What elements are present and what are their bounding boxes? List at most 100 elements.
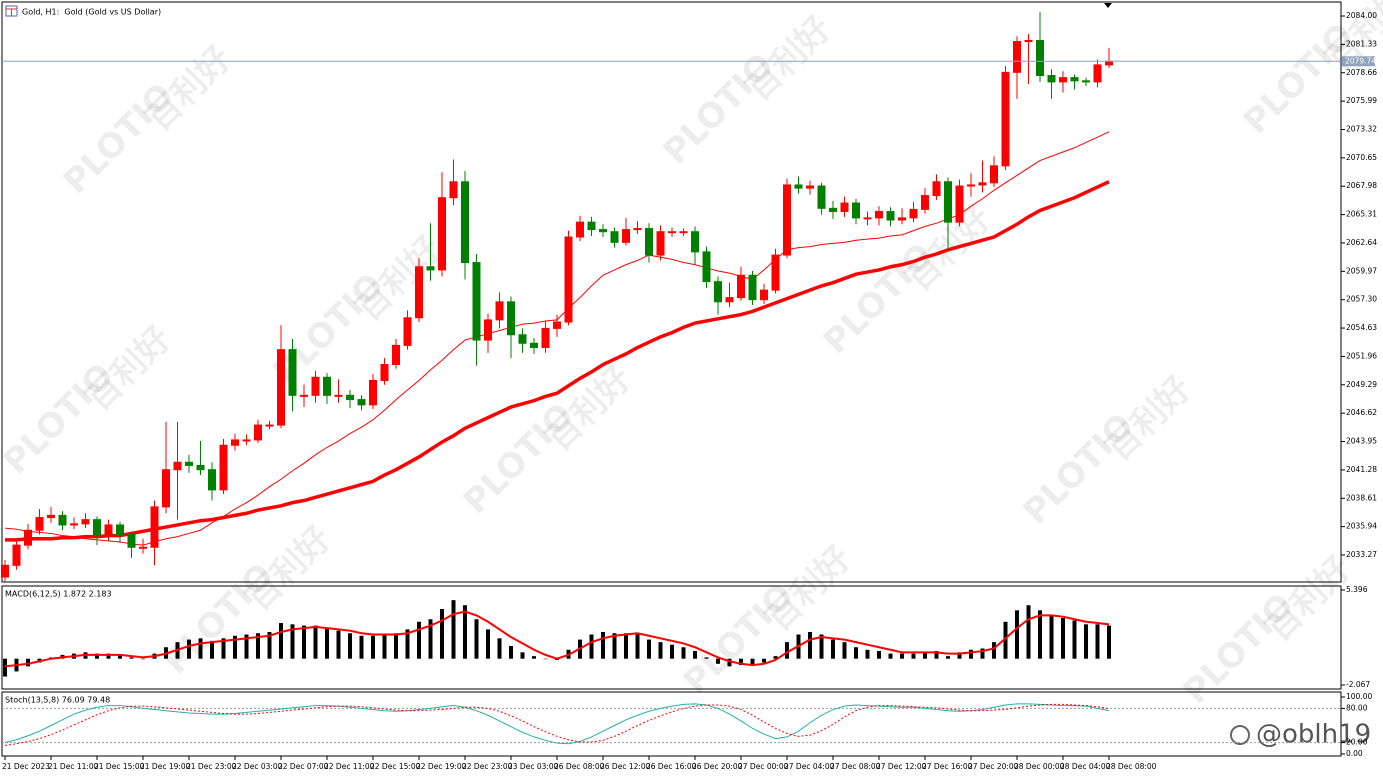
candle-body [1047,75,1056,83]
candle-body [1093,64,1102,83]
macd-bar [520,652,525,659]
x-tick-label: 21 Dec 15:00 [94,762,145,771]
macd-bar [865,649,870,659]
candle-body [461,181,469,264]
candle-body [645,228,653,256]
y-tick-label: 2065.31 [1346,210,1377,219]
candle-body [541,327,550,349]
x-tick-label: 22 Dec 23:00 [462,762,513,771]
candle-body [909,208,918,219]
candle-body [921,195,929,210]
macd-bar [256,633,260,659]
chart-title: Gold, H1: Gold (Gold vs US Dollar) [22,8,161,17]
macd-bar [532,656,536,659]
y-tick-label: 5.396 [1346,585,1368,594]
candle-body [783,184,791,256]
candle-body [208,469,216,491]
y-tick-label: 2084.00 [1346,11,1377,20]
y-tick-label: 2033.27 [1346,550,1377,559]
macd-bar [279,623,283,659]
macd-bar [739,658,743,666]
y-tick-label: 2075.99 [1346,96,1377,105]
candle-body [1082,80,1090,83]
candle-body [150,506,159,548]
stoch-main [4,703,1110,745]
candle-body [771,254,780,291]
candle-body [748,274,757,301]
macd-bar [1095,624,1100,659]
candle-body [70,523,78,526]
candle-body [219,444,228,491]
macd-bar [704,657,709,659]
macd-bar [26,658,30,667]
macd-bar [371,635,375,659]
candle-body [702,251,711,283]
macd-bar [601,631,605,659]
candle-body [507,301,515,336]
x-tick-label: 26 Dec 20:00 [692,762,743,771]
candle-body [196,464,205,471]
candle-body [1,564,9,578]
y-tick-label: 2049.29 [1346,380,1377,389]
y-tick-label: 2057.30 [1346,295,1377,304]
candle-body [231,439,239,446]
candle-body [990,165,998,184]
candle-body [656,231,665,256]
candle-body [369,379,377,406]
candle-body [1070,77,1079,82]
candle-body [829,207,837,213]
y-tick-label: 2081.33 [1346,39,1377,48]
macd-bar [3,658,7,677]
y-tick-label: 100.00 [1346,692,1372,701]
macd-bar [624,633,628,659]
candle-body [1013,41,1021,73]
x-tick-label: 23 Dec 03:00 [508,762,559,771]
macd-bar [394,633,398,659]
handle-badge: @oblh19 [1230,720,1371,750]
macd-bar [348,633,352,659]
macd-bar [1015,610,1019,659]
macd-title: MACD(6,12,5) 1.872 2.183 [5,590,112,599]
candle-body [323,376,331,396]
macd-bar [750,658,755,666]
candle-body [932,181,941,197]
macd-bar [221,638,226,659]
candle-body [944,181,952,223]
candle-body [817,185,826,209]
x-tick-label: 28 Dec 00:00 [1014,762,1065,771]
macd-bar [106,653,111,659]
candle-body [852,202,860,219]
macd-bar [486,629,490,659]
macd-bar [1038,610,1042,659]
macd-bar [1107,625,1111,659]
candle-body [564,236,573,323]
candle-body [714,281,722,303]
macd-bar [336,630,341,659]
macd-bar [612,633,617,659]
macd-bar [405,629,410,659]
macd-bar [141,658,145,660]
x-tick-label: 22 Dec 03:00 [232,762,283,771]
macd-signal [4,610,1110,668]
macd-bar [509,645,513,659]
x-tick-label: 27 Dec 16:00 [922,762,973,771]
macd-bar [463,605,467,659]
macd-bar [635,633,640,659]
macd-bar [325,628,329,659]
candle-body [449,181,458,199]
candle-body [93,519,101,536]
macd-bar [359,635,364,659]
x-tick-label: 26 Dec 08:00 [554,762,605,771]
y-tick-label: 2051.96 [1346,351,1377,360]
macd-bar [992,642,996,659]
macd-bar [417,621,421,659]
candle-body [47,514,55,519]
candle-body [978,182,987,186]
candle-body [300,394,308,397]
x-tick-label: 21 Dec 11:00 [48,762,99,771]
candle-body [553,321,561,329]
macd-bar [888,653,893,659]
candle-body [587,221,596,231]
x-tick-label: 27 Dec 04:00 [784,762,835,771]
candle-body [334,394,343,397]
